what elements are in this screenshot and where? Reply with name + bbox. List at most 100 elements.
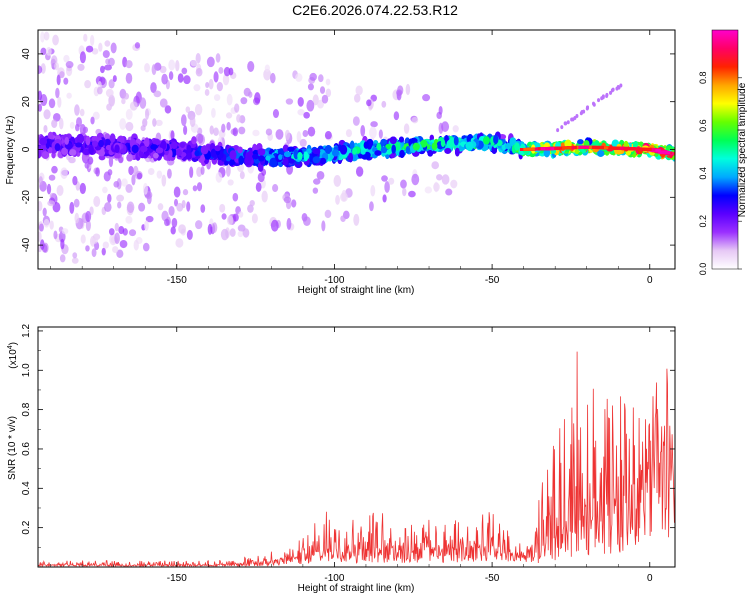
spectrogram-noise-cell	[133, 239, 139, 251]
spectrogram-noise-cell	[79, 108, 85, 117]
spectrogram-harmonic-cell	[605, 92, 609, 97]
spectrogram-noise-cell	[46, 183, 52, 195]
spectrogram-noise-cell	[316, 170, 325, 180]
colorbar-tick-label: 0.2	[698, 215, 708, 228]
spectrogram-noise-cell	[240, 97, 248, 105]
spectrogram-noise-cell	[108, 79, 115, 89]
spectrogram-band-cell	[454, 147, 460, 157]
spectrogram-band-cell	[131, 144, 139, 154]
snr-y-tick-label: 0.2	[21, 520, 32, 534]
spectrogram-noise-cell	[291, 199, 297, 208]
snr-x-tick-label: -150	[167, 573, 187, 584]
spectrogram-noise-cell	[84, 162, 90, 169]
spectrogram-peak-cell	[523, 147, 535, 151]
spectrogram-noise-cell	[60, 167, 68, 179]
spectrogram-noise-cell	[222, 73, 230, 86]
spectrogram-noise-cell	[43, 31, 50, 41]
spectrogram-band-cell	[176, 149, 182, 156]
spectrogram-y-tick-label: 20	[21, 96, 32, 108]
spectrogram-band-cell	[399, 149, 405, 158]
spectrogram-noise-cell	[150, 82, 157, 94]
spectrogram-noise-cell	[38, 90, 43, 101]
spectrogram-noise-cell	[147, 167, 155, 176]
spectrogram-noise-cell	[206, 56, 215, 68]
spectrogram-noise-cell	[219, 203, 226, 213]
spectrogram-noise-cell	[208, 78, 214, 90]
spectrogram-noise-cell	[190, 59, 198, 67]
spectrogram-band-cell	[85, 135, 91, 146]
spectrogram-noise-cell	[80, 234, 86, 244]
spectrogram-harmonic-cell	[597, 98, 601, 103]
spectrogram-noise-cell	[48, 98, 56, 109]
spectrogram-noise-cell	[431, 161, 440, 170]
spectrogram-noise-cell	[112, 246, 119, 254]
spectrogram-noise-cell	[85, 45, 94, 53]
spectrogram-noise-cell	[145, 215, 154, 223]
spectrogram-noise-cell	[261, 190, 268, 203]
spectrogram-noise-cell	[393, 111, 400, 121]
spectrogram-noise-cell	[40, 47, 47, 56]
spectrogram-noise-cell	[139, 97, 147, 109]
spectrogram-band-cell	[306, 148, 312, 154]
spectrogram-noise-cell	[333, 175, 342, 187]
spectrogram-band-cell	[69, 149, 77, 156]
snr-x-label: Height of straight line (km)	[298, 583, 415, 594]
spectrogram-band-cell	[466, 141, 474, 152]
spectrogram-y-tick-label: -20	[21, 190, 32, 205]
spectrogram-noise-cell	[321, 94, 329, 104]
colorbar-tick-label: 0.8	[698, 72, 708, 85]
spectrogram-noise-cell	[173, 186, 181, 198]
spectrogram-harmonic-cell	[585, 106, 589, 111]
colorbar-label: Normalized spectral amplitude	[737, 82, 748, 217]
spectrogram-band-cell	[265, 155, 271, 161]
spectrogram-noise-cell	[142, 118, 148, 128]
spectrogram-noise-cell	[43, 218, 50, 228]
spectrogram-noise-cell	[441, 174, 450, 185]
spectrogram-noise-cell	[355, 85, 363, 96]
spectrogram-band-cell	[283, 151, 292, 158]
spectrogram-noise-cell	[175, 238, 184, 248]
spectrogram-band-cell	[170, 141, 178, 150]
spectrogram-noise-cell	[167, 168, 172, 179]
spectrogram-band-cell	[41, 151, 50, 159]
spectrogram-noise-cell	[61, 228, 69, 235]
spectrogram-band-cell	[139, 145, 148, 153]
spectrogram-band-cell	[312, 156, 321, 164]
spectrogram-noise-cell	[212, 222, 218, 233]
spectrogram-noise-cell	[72, 252, 78, 259]
spectrogram-noise-cell	[186, 201, 191, 212]
spectrogram-noise-cell	[232, 192, 239, 202]
spectrogram-band-cell	[282, 157, 289, 166]
spectrogram-noise-cell	[195, 52, 201, 64]
spectrogram-noise-cell	[38, 65, 43, 74]
spectrogram-noise-cell	[108, 94, 116, 107]
spectrogram-noise-cell	[207, 223, 213, 235]
spectrogram-noise-cell	[72, 175, 78, 186]
spectrogram-band-cell	[623, 140, 629, 149]
spectrogram-noise-cell	[297, 109, 305, 116]
spectrogram-band-cell	[91, 140, 98, 148]
spectrogram-x-tick-label: -100	[324, 275, 344, 286]
spectrogram-harmonic-cell	[570, 117, 574, 122]
spectrogram-band-cell	[376, 143, 382, 153]
spectrogram-y-tick-label: 40	[21, 48, 32, 60]
spectrogram-noise-cell	[65, 65, 73, 77]
spectrogram-band-cell	[427, 149, 434, 157]
spectrogram-noise-cell	[299, 138, 307, 147]
spectrogram-noise-cell	[98, 42, 103, 52]
spectrogram-noise-cell	[118, 225, 125, 235]
snr-y-tick-label: 0.6	[21, 442, 32, 456]
spectrogram-noise-cell	[272, 184, 279, 193]
spectrogram-noise-cell	[121, 178, 128, 187]
spectrogram-noise-cell	[352, 116, 360, 126]
spectrogram-noise-cell	[381, 175, 388, 182]
spectrogram-peak-cell	[578, 145, 590, 149]
snr-x-axis: -150 -100 -50 0	[50, 327, 653, 584]
spectrogram-noise-cell	[196, 182, 203, 192]
spectrogram-noise-cell	[69, 201, 75, 214]
spectrogram-noise-cell	[164, 218, 170, 227]
spectrogram-noise-cell	[303, 111, 310, 119]
spectrogram-peak-cell	[641, 147, 652, 151]
spectrogram-noise-cell	[82, 126, 89, 134]
spectrogram-y-label: Frequency (Hz)	[5, 116, 16, 185]
